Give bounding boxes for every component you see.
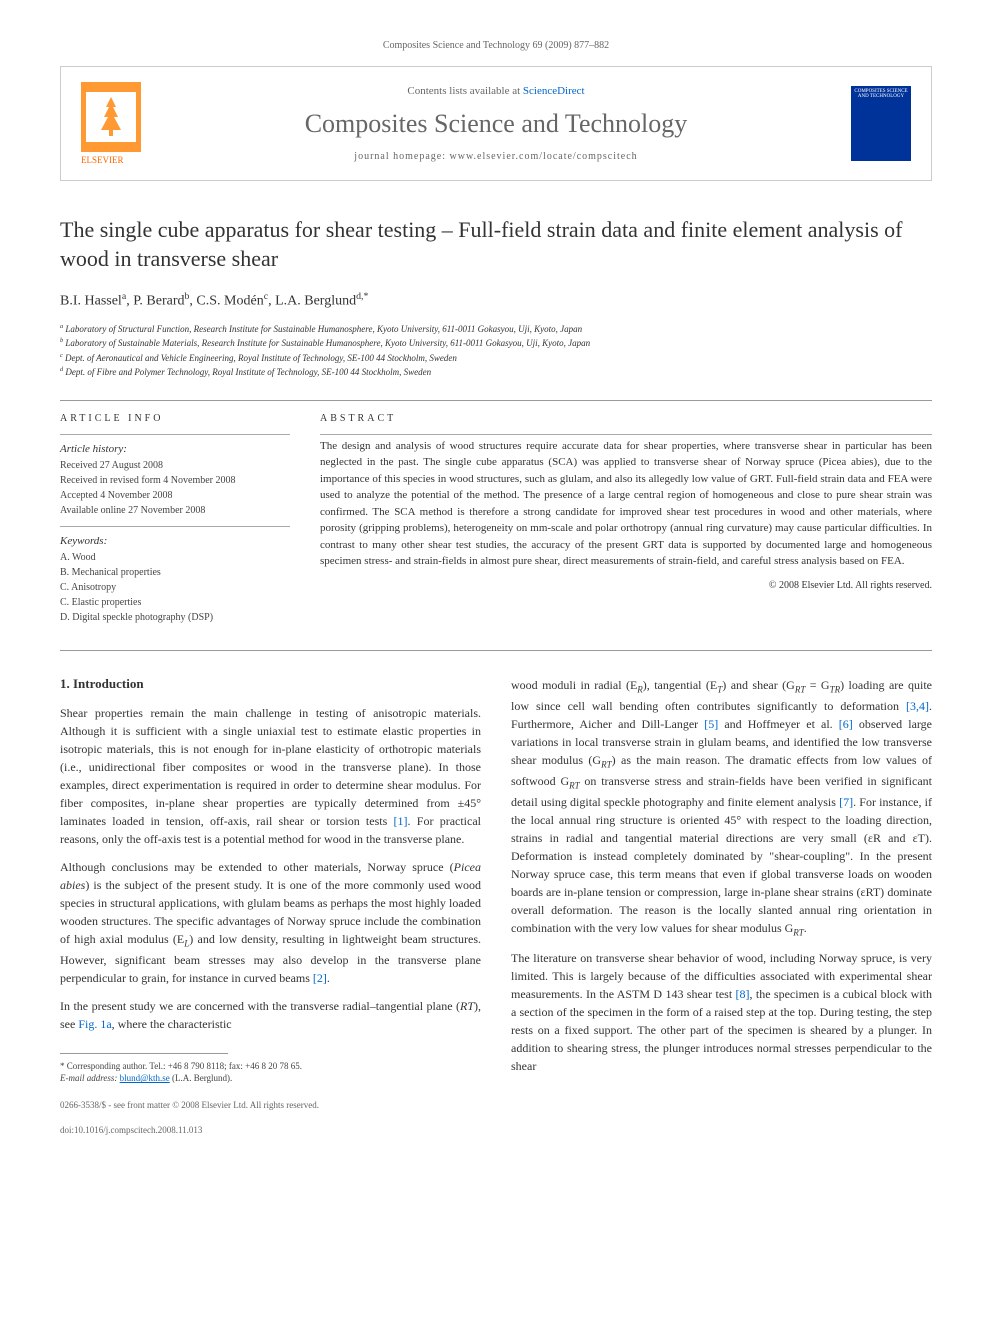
article-info-column: ARTICLE INFO Article history: Received 2… (60, 413, 290, 625)
left-column: 1. Introduction Shear properties remain … (60, 676, 481, 1135)
history-text: Received 27 August 2008Received in revis… (60, 458, 290, 518)
keywords-text: A. WoodB. Mechanical propertiesC. Anisot… (60, 550, 290, 625)
body-paragraph: wood moduli in radial (ER), tangential (… (511, 676, 932, 940)
contents-available-text: Contents lists available at ScienceDirec… (141, 85, 851, 97)
affiliation-list: a Laboratory of Structural Function, Res… (60, 322, 932, 380)
history-label: Article history: (60, 443, 290, 455)
footer-issn: 0266-3538/$ - see front matter © 2008 El… (60, 1100, 481, 1110)
section-divider (60, 400, 932, 401)
body-paragraph: Shear properties remain the main challen… (60, 704, 481, 848)
cover-text: COMPOSITES SCIENCE AND TECHNOLOGY (854, 89, 908, 99)
body-paragraph: Although conclusions may be extended to … (60, 858, 481, 987)
body-paragraph: The literature on transverse shear behav… (511, 949, 932, 1075)
journal-homepage-url: journal homepage: www.elsevier.com/locat… (141, 151, 851, 162)
publisher-logo-block: ELSEVIER (81, 82, 141, 165)
publisher-name: ELSEVIER (81, 155, 141, 165)
elsevier-tree-icon (81, 82, 141, 152)
author-email-link[interactable]: blund@kth.se (120, 1073, 170, 1083)
journal-cover-thumbnail: COMPOSITES SCIENCE AND TECHNOLOGY (851, 86, 911, 161)
abstract-column: ABSTRACT The design and analysis of wood… (320, 413, 932, 625)
body-two-column: 1. Introduction Shear properties remain … (60, 676, 932, 1135)
abstract-heading: ABSTRACT (320, 413, 932, 424)
footnote-divider (60, 1053, 228, 1054)
article-info-heading: ARTICLE INFO (60, 413, 290, 424)
corresponding-author-footnote: * Corresponding author. Tel.: +46 8 790 … (60, 1060, 481, 1085)
section-divider (60, 650, 932, 651)
info-abstract-row: ARTICLE INFO Article history: Received 2… (60, 413, 932, 625)
footer-doi: doi:10.1016/j.compscitech.2008.11.013 (60, 1125, 481, 1135)
journal-header-box: ELSEVIER Contents lists available at Sci… (60, 66, 932, 181)
journal-center-block: Contents lists available at ScienceDirec… (141, 85, 851, 162)
email-author-name: (L.A. Berglund). (172, 1073, 232, 1083)
email-label: E-mail address: (60, 1073, 117, 1083)
body-paragraph: In the present study we are concerned wi… (60, 997, 481, 1033)
author-list: B.I. Hassela, P. Berardb, C.S. Modénc, L… (60, 291, 932, 310)
article-title: The single cube apparatus for shear test… (60, 216, 932, 273)
keywords-label: Keywords: (60, 535, 290, 547)
journal-title: Composites Science and Technology (141, 109, 851, 139)
right-column: wood moduli in radial (ER), tangential (… (511, 676, 932, 1135)
sciencedirect-link[interactable]: ScienceDirect (523, 85, 585, 97)
abstract-text: The design and analysis of wood structur… (320, 438, 932, 570)
page-header-citation: Composites Science and Technology 69 (20… (60, 40, 932, 51)
introduction-heading: 1. Introduction (60, 676, 481, 692)
corresponding-text: * Corresponding author. Tel.: +46 8 790 … (60, 1060, 481, 1073)
abstract-copyright: © 2008 Elsevier Ltd. All rights reserved… (320, 580, 932, 591)
